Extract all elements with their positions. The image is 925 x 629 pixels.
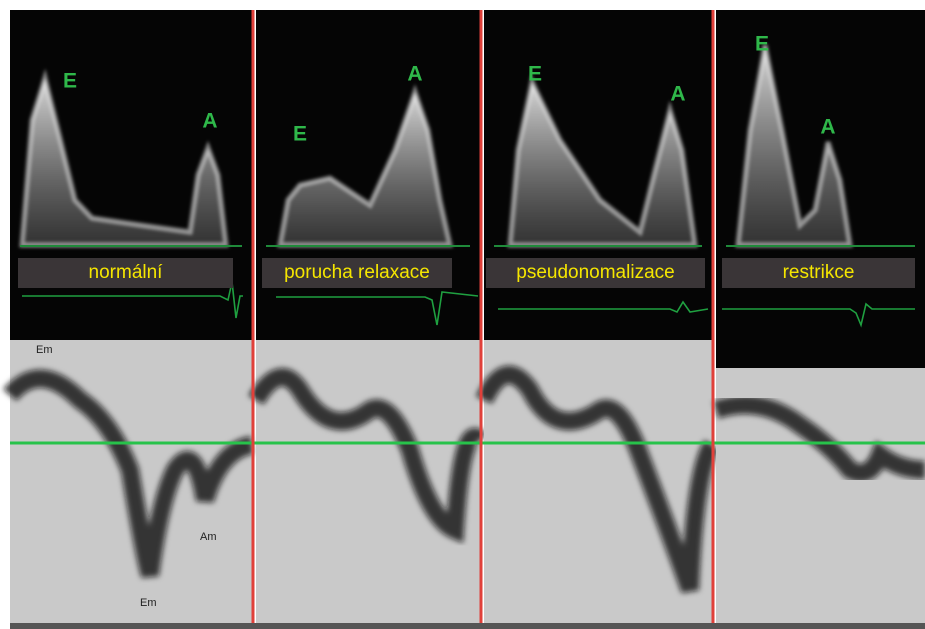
a-wave-label: A <box>407 63 422 86</box>
tissue-doppler-trace <box>3 369 255 578</box>
tissue-doppler-trace <box>248 368 487 543</box>
tissue-wave-label: Em <box>140 597 157 609</box>
panel-label: restrikce <box>783 262 855 283</box>
a-wave-label: A <box>820 116 835 139</box>
label-box <box>722 258 915 288</box>
tissue-doppler-trace <box>713 396 925 482</box>
tissue-wave-label: Am <box>200 531 217 543</box>
panel-label: pseudonomalizace <box>516 262 674 283</box>
label-box <box>486 258 705 288</box>
label-box <box>18 258 233 288</box>
e-wave-label: E <box>755 33 769 56</box>
e-wave-label: E <box>293 123 307 146</box>
ecg-trace <box>722 302 915 328</box>
panel-label: porucha relaxace <box>284 262 430 283</box>
panel-label: normální <box>89 262 164 283</box>
tissue-wave-label: Em <box>36 344 53 356</box>
ecg-trace <box>498 300 709 314</box>
a-wave-label: A <box>202 110 217 133</box>
a-wave-label: A <box>670 83 685 106</box>
e-wave-label: E <box>528 63 542 86</box>
doppler-background <box>256 10 480 340</box>
doppler-envelope <box>735 44 853 248</box>
label-box <box>262 258 452 288</box>
tissue-doppler-trace <box>475 365 720 594</box>
bottom-edge <box>10 623 925 629</box>
e-wave-label: E <box>63 70 77 93</box>
doppler-envelope <box>19 68 229 248</box>
ecg-trace <box>276 291 479 326</box>
doppler-envelope <box>277 84 454 248</box>
doppler-envelope <box>507 74 698 248</box>
